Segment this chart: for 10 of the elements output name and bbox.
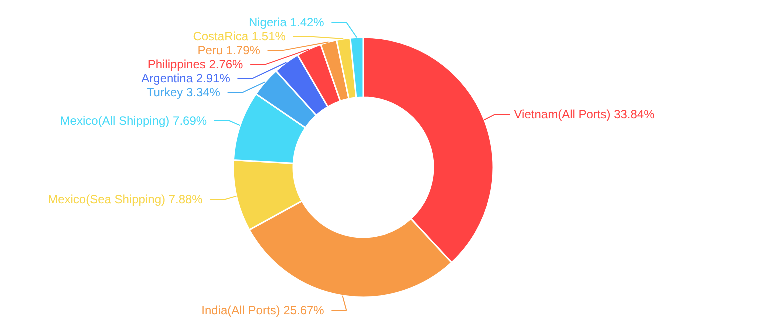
slice-label: Philippines 2.76% <box>148 58 244 72</box>
slice-label: India(All Ports) 25.67% <box>202 304 325 318</box>
slice-label: Mexico(All Shipping) 7.69% <box>60 114 208 128</box>
slice-label: CostaRica 1.51% <box>193 30 286 44</box>
slice-label: Nigeria 1.42% <box>248 16 325 30</box>
slice-label: Mexico(Sea Shipping) 7.88% <box>48 192 204 207</box>
slice-label: Argentina 2.91% <box>142 72 231 86</box>
slice-label: Peru 1.79% <box>198 44 261 58</box>
slice-label: Vietnam(All Ports) 33.84% <box>514 108 656 122</box>
slice-label: Turkey 3.34% <box>146 86 221 100</box>
